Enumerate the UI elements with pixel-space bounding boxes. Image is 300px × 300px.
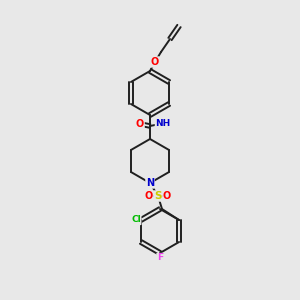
Text: N: N bbox=[146, 178, 154, 188]
Text: O: O bbox=[163, 191, 171, 201]
Text: F: F bbox=[157, 254, 163, 262]
Text: NH: NH bbox=[155, 119, 171, 128]
Text: O: O bbox=[151, 57, 159, 67]
Text: O: O bbox=[136, 119, 144, 129]
Text: S: S bbox=[154, 191, 162, 201]
Text: Cl: Cl bbox=[131, 215, 141, 224]
Text: O: O bbox=[145, 191, 153, 201]
